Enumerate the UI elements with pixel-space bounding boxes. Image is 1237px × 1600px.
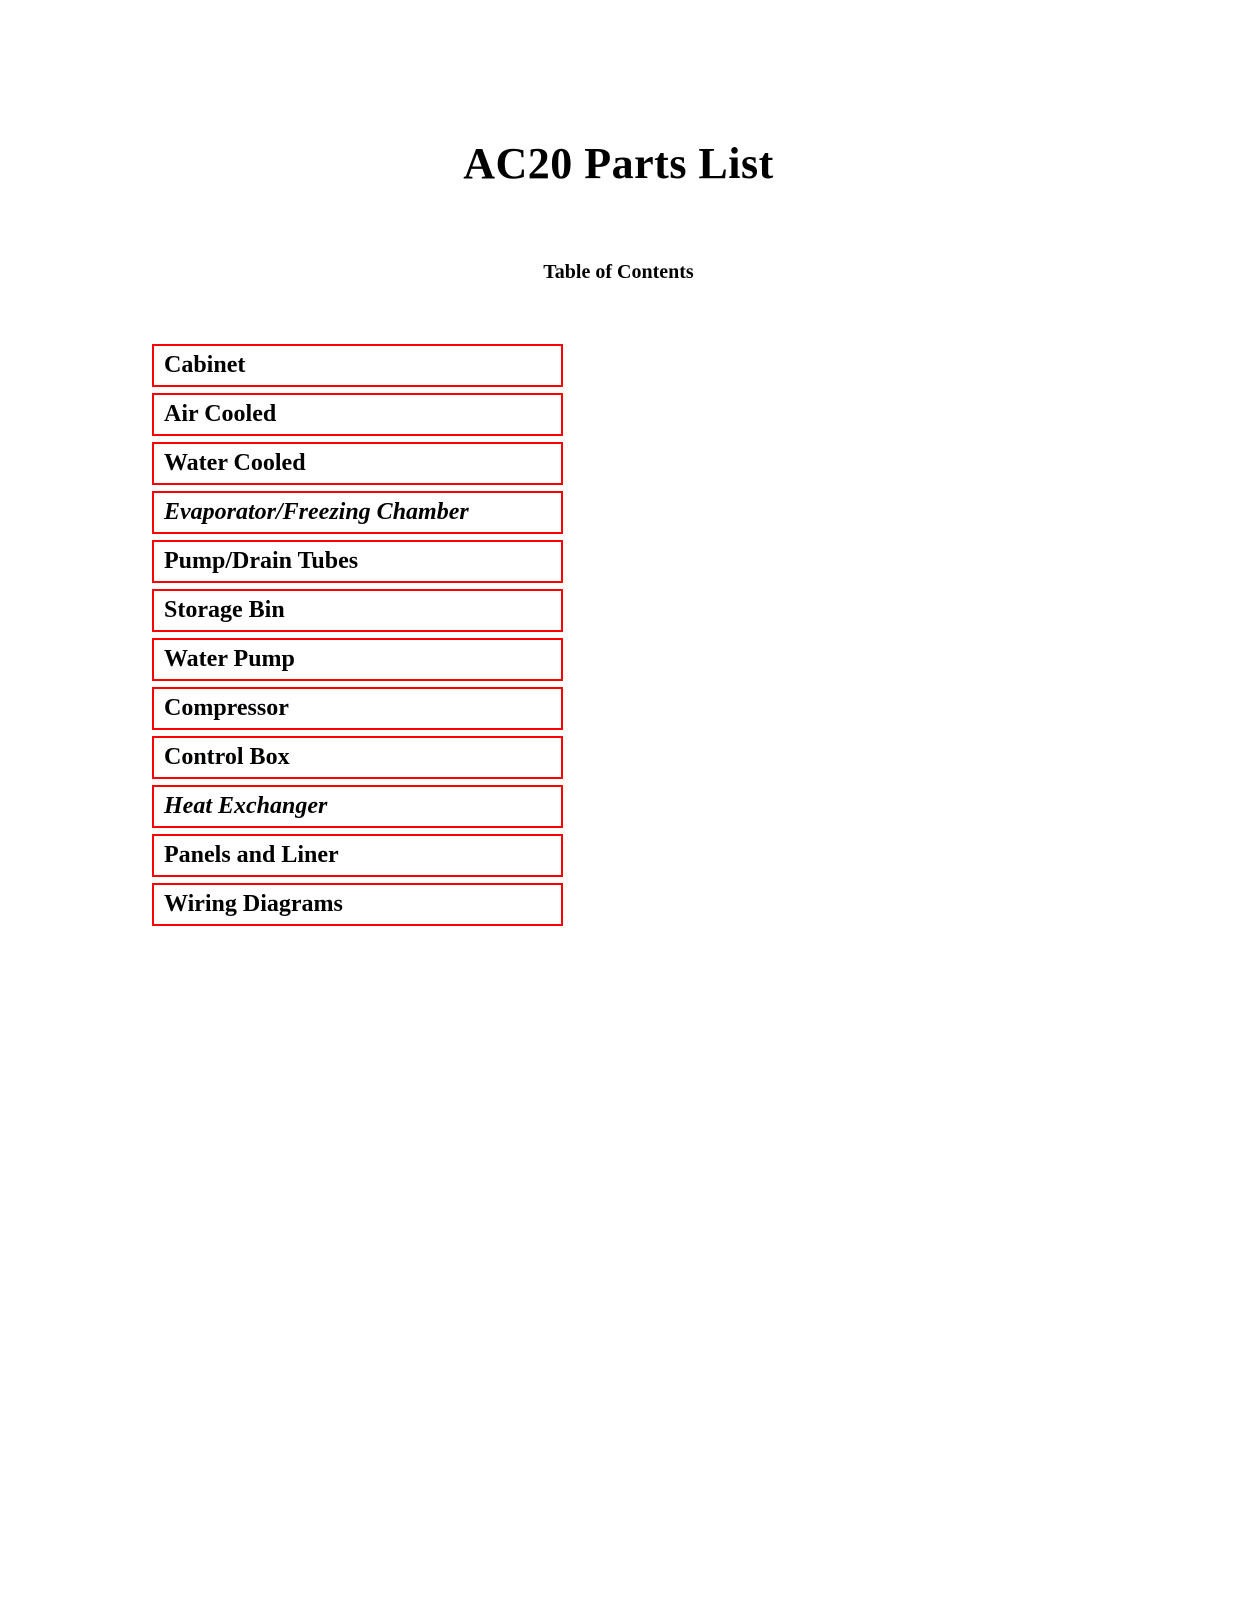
toc-item-storage-bin[interactable]: Storage Bin (152, 589, 563, 632)
toc-item-pump-drain[interactable]: Pump/Drain Tubes (152, 540, 563, 583)
toc-container: Cabinet Air Cooled Water Cooled Evaporat… (152, 344, 563, 926)
page-title: AC20 Parts List (0, 0, 1237, 189)
toc-item-compressor[interactable]: Compressor (152, 687, 563, 730)
toc-item-cabinet[interactable]: Cabinet (152, 344, 563, 387)
toc-item-heat-exchanger[interactable]: Heat Exchanger (152, 785, 563, 828)
page-subtitle: Table of Contents (0, 261, 1237, 284)
toc-item-wiring-diagrams[interactable]: Wiring Diagrams (152, 883, 563, 926)
toc-item-control-box[interactable]: Control Box (152, 736, 563, 779)
toc-item-water-pump[interactable]: Water Pump (152, 638, 563, 681)
toc-item-panels-liner[interactable]: Panels and Liner (152, 834, 563, 877)
toc-item-evaporator[interactable]: Evaporator/Freezing Chamber (152, 491, 563, 534)
toc-item-air-cooled[interactable]: Air Cooled (152, 393, 563, 436)
toc-item-water-cooled[interactable]: Water Cooled (152, 442, 563, 485)
